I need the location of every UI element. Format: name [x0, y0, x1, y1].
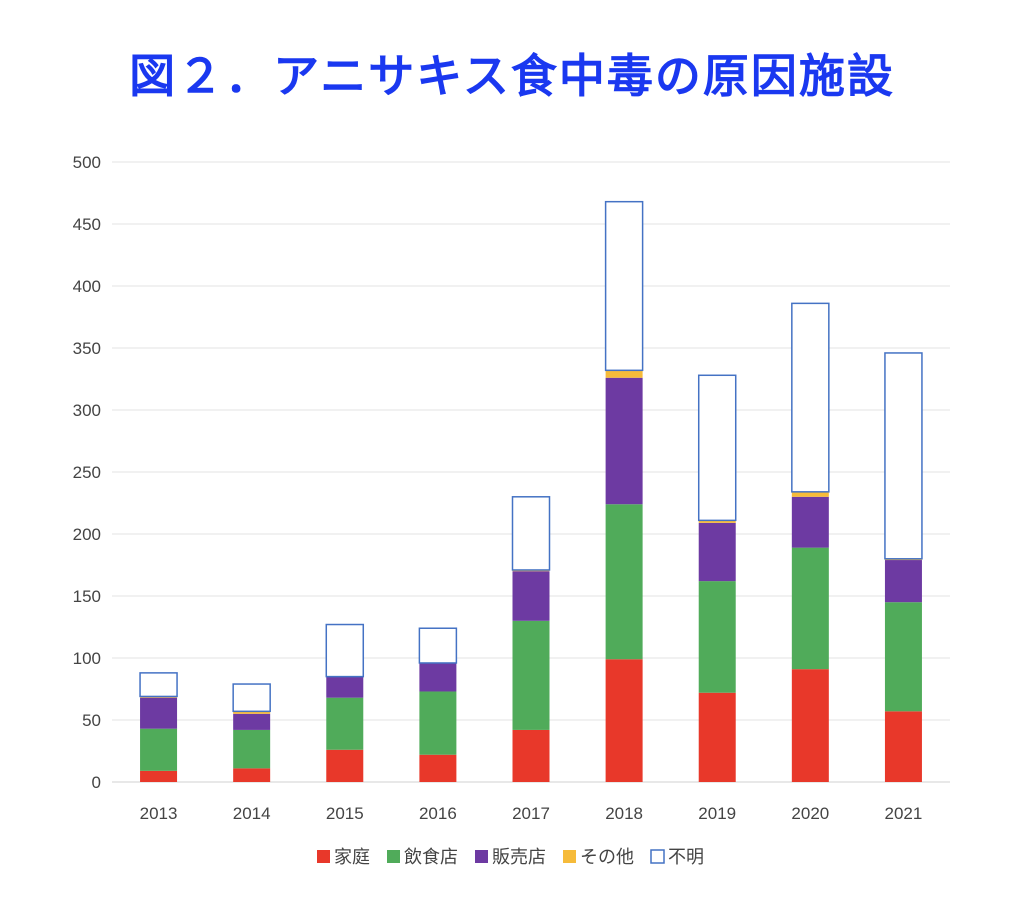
- bar-segment: [326, 697, 364, 750]
- bar-segment: [698, 581, 736, 693]
- legend-swatch: [387, 850, 400, 863]
- bar-segment: [605, 659, 643, 782]
- bar-segment: [791, 302, 830, 493]
- y-tick-label: 250: [73, 463, 101, 482]
- y-tick-label: 50: [82, 711, 101, 730]
- bar-segment: [140, 770, 178, 782]
- y-tick-label: 150: [73, 587, 101, 606]
- bar-segment: [232, 683, 271, 713]
- bar-segment: [512, 620, 550, 730]
- bar-segment: [419, 691, 457, 755]
- bar-segment: [791, 547, 829, 670]
- bar-segment: [419, 662, 457, 692]
- x-tick-label: 2020: [791, 804, 829, 823]
- bar-segment: [233, 729, 271, 769]
- y-tick-label: 0: [92, 773, 101, 792]
- legend-swatch: [317, 850, 330, 863]
- bar-segment: [605, 377, 643, 505]
- bar-segment: [698, 522, 736, 582]
- bar-segment: [233, 713, 271, 730]
- y-tick-label: 450: [73, 215, 101, 234]
- y-tick-label: 400: [73, 277, 101, 296]
- y-tick-label: 300: [73, 401, 101, 420]
- bar-segment: [140, 728, 178, 771]
- bar-segment: [605, 504, 643, 660]
- bar-segment: [791, 496, 829, 548]
- x-tick-label: 2013: [140, 804, 178, 823]
- x-tick-label: 2018: [605, 804, 643, 823]
- bar-segment: [884, 711, 922, 782]
- bar-segment: [233, 711, 271, 714]
- bar-segment: [697, 374, 737, 522]
- bar-segment: [884, 560, 922, 603]
- legend-swatch: [475, 850, 488, 863]
- legend-label: 不明: [668, 847, 704, 868]
- bar-segment: [604, 200, 644, 372]
- x-tick-label: 2015: [326, 804, 364, 823]
- bar-segment: [325, 623, 365, 678]
- bar-segment: [512, 729, 550, 782]
- legend-swatch: [650, 849, 665, 864]
- bar-segment: [605, 370, 643, 378]
- y-tick-label: 100: [73, 649, 101, 668]
- x-tick-label: 2021: [885, 804, 923, 823]
- x-tick-label: 2017: [512, 804, 550, 823]
- chart-title: 図２．アニサキス食中毒の原因施設: [129, 49, 895, 103]
- x-tick-label: 2016: [419, 804, 457, 823]
- y-tick-label: 500: [73, 153, 101, 172]
- bar-segment: [419, 754, 457, 782]
- bar-segment: [884, 602, 922, 712]
- bar-segment: [326, 749, 364, 782]
- y-tick-label: 200: [73, 525, 101, 544]
- x-tick-label: 2014: [233, 804, 271, 823]
- bar-segment: [511, 496, 551, 571]
- legend-swatch: [563, 850, 576, 863]
- bar-segment: [791, 669, 829, 782]
- bar-segment: [884, 352, 923, 560]
- bar-segment: [418, 627, 458, 664]
- bar-segment: [512, 571, 550, 621]
- y-tick-label: 350: [73, 339, 101, 358]
- bar-segment: [698, 692, 736, 782]
- legend-label: 家庭: [334, 847, 370, 868]
- bar-segment: [791, 491, 829, 497]
- legend-label: 飲食店: [404, 847, 458, 868]
- bar-segment: [326, 676, 364, 698]
- legend-label: その他: [580, 847, 634, 868]
- bar-segment: [233, 768, 271, 782]
- bar-segment: [698, 520, 736, 523]
- x-tick-label: 2019: [698, 804, 736, 823]
- bar-segment: [139, 672, 178, 698]
- legend-label: 販売店: [492, 847, 546, 868]
- bar-segment: [140, 697, 178, 729]
